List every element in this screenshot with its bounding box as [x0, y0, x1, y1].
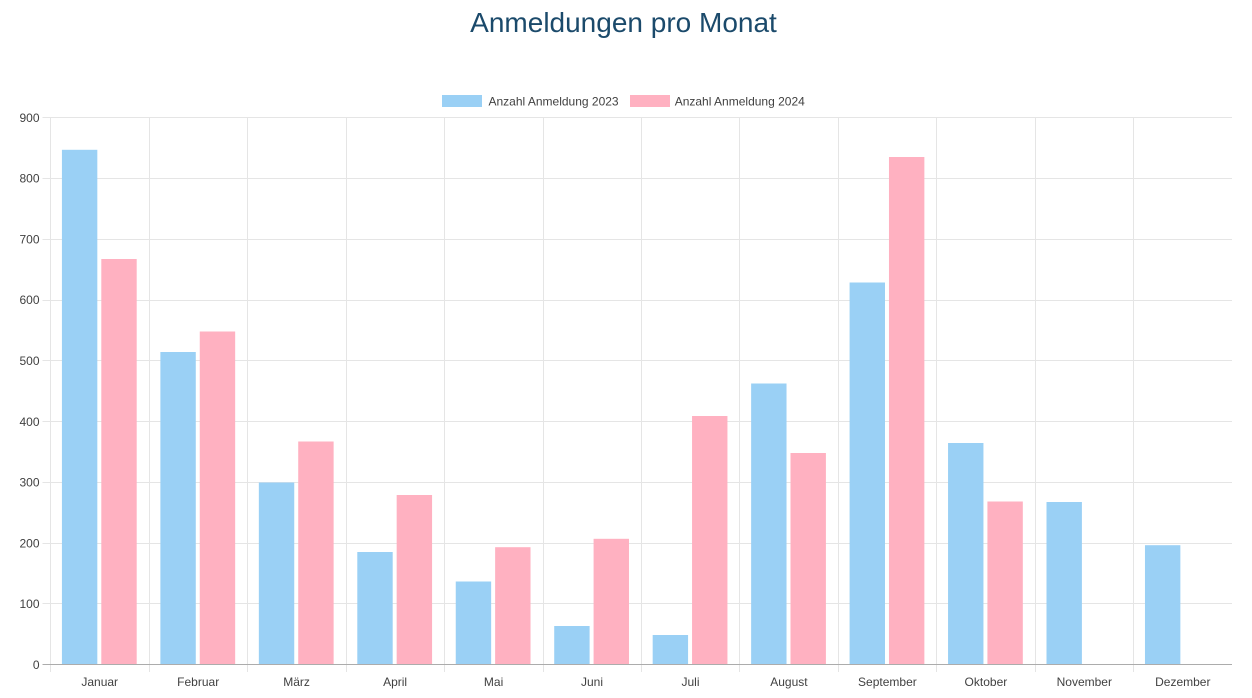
svg-text:März: März	[283, 675, 310, 689]
svg-text:Januar: Januar	[81, 675, 118, 689]
svg-text:200: 200	[19, 536, 39, 550]
svg-text:700: 700	[19, 233, 39, 247]
svg-text:April: April	[383, 675, 407, 689]
svg-text:900: 900	[19, 111, 39, 125]
svg-text:Anmeldungen pro Monat: Anmeldungen pro Monat	[470, 7, 777, 38]
svg-text:Anzahl Anmeldung 2023: Anzahl Anmeldung 2023	[489, 95, 619, 109]
svg-text:Dezember: Dezember	[1155, 675, 1210, 689]
svg-text:November: November	[1057, 675, 1112, 689]
svg-text:September: September	[858, 675, 917, 689]
svg-text:August: August	[770, 675, 808, 689]
svg-text:500: 500	[19, 354, 39, 368]
svg-text:Juli: Juli	[681, 675, 699, 689]
svg-text:Anzahl Anmeldung 2024: Anzahl Anmeldung 2024	[675, 95, 805, 109]
svg-text:100: 100	[19, 597, 39, 611]
svg-text:Februar: Februar	[177, 675, 219, 689]
svg-text:0: 0	[33, 658, 40, 672]
svg-text:300: 300	[19, 476, 39, 490]
svg-text:400: 400	[19, 415, 39, 429]
svg-text:Juni: Juni	[581, 675, 603, 689]
svg-text:Oktober: Oktober	[965, 675, 1008, 689]
svg-text:800: 800	[19, 172, 39, 186]
svg-text:Mai: Mai	[484, 675, 503, 689]
svg-text:600: 600	[19, 293, 39, 307]
